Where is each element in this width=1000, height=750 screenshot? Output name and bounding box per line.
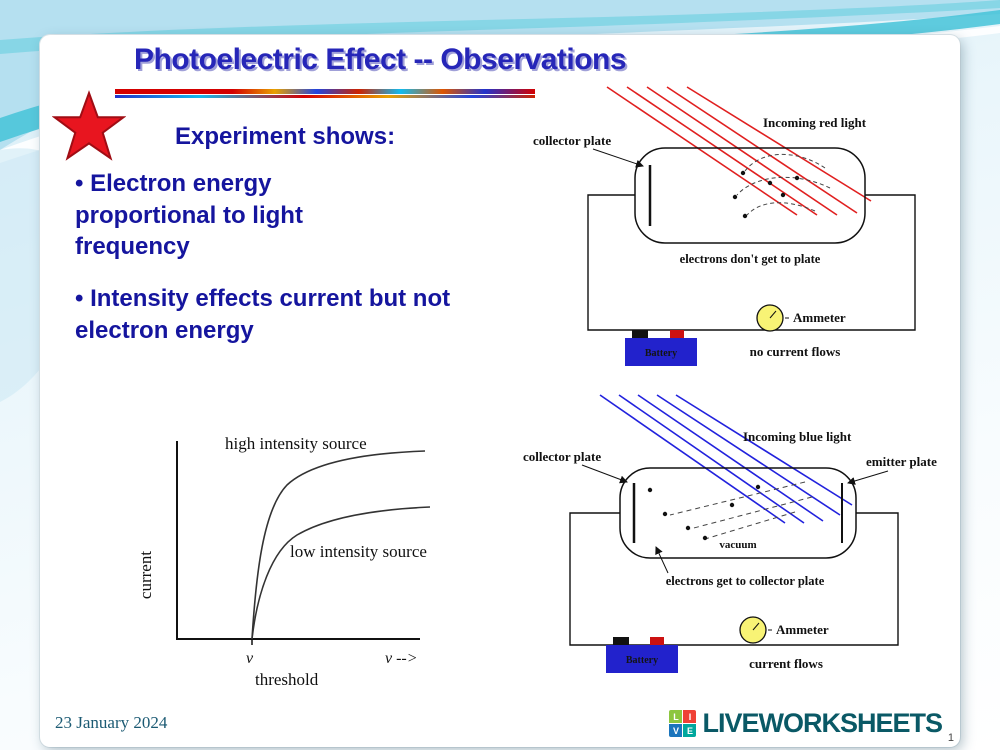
electrons-result-label: electrons get to collector plate xyxy=(666,574,825,588)
x-axis-label: ν --> xyxy=(385,650,418,667)
liveworksheets-wordmark: LIVEWORKSHEETS xyxy=(702,708,943,738)
liveworksheets-logo-icon: L I V E xyxy=(669,710,697,737)
threshold-label: threshold xyxy=(255,670,319,689)
low-intensity-curve xyxy=(251,506,431,640)
electron-paths xyxy=(669,481,813,540)
collector-plate-arrow xyxy=(581,464,628,484)
logo-tile-v: V xyxy=(669,724,683,737)
blue-light-rays xyxy=(599,394,853,524)
ammeter: Ammeter xyxy=(756,304,846,332)
liveworksheets-logo[interactable]: L I V E LIVEWORKSHEETS xyxy=(669,708,943,739)
emitter-plate-label: emitter plate xyxy=(866,454,937,469)
battery: Battery xyxy=(625,330,697,366)
electron-dots xyxy=(647,484,761,541)
ammeter-label: Ammeter xyxy=(776,622,829,637)
logo-tile-e: E xyxy=(683,724,697,737)
high-intensity-curve xyxy=(251,450,426,640)
electron-paths xyxy=(736,154,831,216)
slide-date: 23 January 2024 xyxy=(55,713,168,732)
emitter-plate-arrow xyxy=(847,470,889,485)
slide-number: 1 xyxy=(947,732,954,744)
red-light-experiment-diagram: Incoming red light collector plate elect… xyxy=(533,86,916,366)
no-current-label: no current flows xyxy=(750,344,841,359)
blue-light-experiment-diagram: Incoming blue light collector plate emit… xyxy=(523,394,937,673)
collector-plate-label: collector plate xyxy=(523,449,601,464)
bullet-list: • Electron energy proportional to light … xyxy=(75,168,520,366)
ammeter-label: Ammeter xyxy=(793,310,846,325)
x-tick-nu: ν xyxy=(246,650,254,667)
battery-label: Battery xyxy=(645,348,677,359)
electrons-arrow xyxy=(655,546,669,574)
presentation-slide: Photoelectric Effect -- Observations Exp… xyxy=(40,35,960,747)
experiment-heading: Experiment shows: xyxy=(175,123,396,150)
electrons-result-label: electrons don't get to plate xyxy=(680,252,821,266)
current-frequency-graph: high intensity source low intensity sour… xyxy=(136,434,431,689)
circuit-wire xyxy=(569,512,899,646)
vacuum-label: vacuum xyxy=(719,539,756,551)
graph-axes xyxy=(176,441,420,640)
collector-plate-arrow xyxy=(592,148,644,168)
red-light-rays xyxy=(606,86,872,216)
star-icon xyxy=(52,90,126,161)
slide-title: Photoelectric Effect -- Observations xyxy=(133,43,627,76)
high-intensity-label: high intensity source xyxy=(225,434,367,453)
rainbow-divider xyxy=(115,89,535,98)
current-flows-label: current flows xyxy=(749,656,823,671)
collector-plate-label: collector plate xyxy=(533,133,611,148)
electron-dots xyxy=(732,170,800,219)
logo-tile-i: I xyxy=(683,710,697,723)
bullet-electron-energy: • Electron energy proportional to light … xyxy=(75,170,303,261)
battery: Battery xyxy=(606,637,678,673)
incoming-blue-light-label: Incoming blue light xyxy=(743,429,852,444)
bullet-intensity: • Intensity effects current but not elec… xyxy=(75,285,451,344)
logo-tile-l: L xyxy=(669,710,683,723)
ammeter: Ammeter xyxy=(739,616,829,644)
low-intensity-label: low intensity source xyxy=(290,542,427,561)
battery-label: Battery xyxy=(626,655,658,666)
y-axis-label: current xyxy=(136,551,155,599)
circuit-wire xyxy=(587,194,916,331)
incoming-red-light-label: Incoming red light xyxy=(763,115,867,130)
